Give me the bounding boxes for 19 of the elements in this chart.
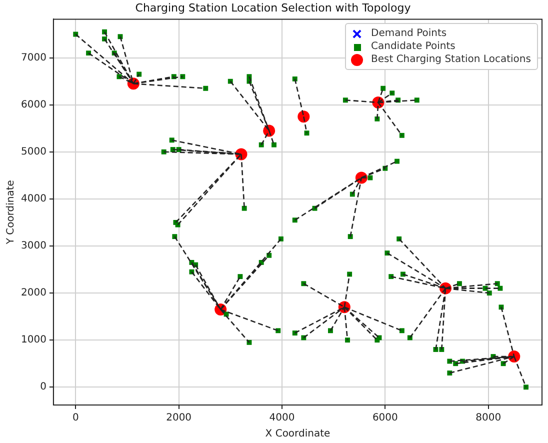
x-tick-label: 2000 xyxy=(166,412,192,424)
x-axis-title: X Coordinate xyxy=(265,428,330,440)
y-tick-label: 2000 xyxy=(20,288,46,299)
legend-label: Demand Points xyxy=(371,27,447,40)
y-tick-label: 6000 xyxy=(20,99,46,110)
y-tick-label: 0 xyxy=(40,382,46,393)
y-tick-label: 3000 xyxy=(20,240,46,252)
y-tick-label: 1000 xyxy=(20,334,46,346)
y-tick-label: 5000 xyxy=(20,146,46,158)
x-tick-label: 8000 xyxy=(476,412,502,424)
y-tick-label: 4000 xyxy=(20,194,46,205)
x-tick-label: 4000 xyxy=(269,412,295,424)
y-axis-title: Y Coordinate xyxy=(6,180,17,246)
chart-title: Charging Station Location Selection with Topology xyxy=(135,1,412,14)
legend-label: Candidate Points xyxy=(371,40,456,54)
x-tick-label: 0 xyxy=(72,412,79,424)
y-tick-label: 7000 xyxy=(20,52,46,64)
x-tick-label: 6000 xyxy=(372,412,398,424)
legend-label: Best Charging Station Locations xyxy=(371,53,531,66)
